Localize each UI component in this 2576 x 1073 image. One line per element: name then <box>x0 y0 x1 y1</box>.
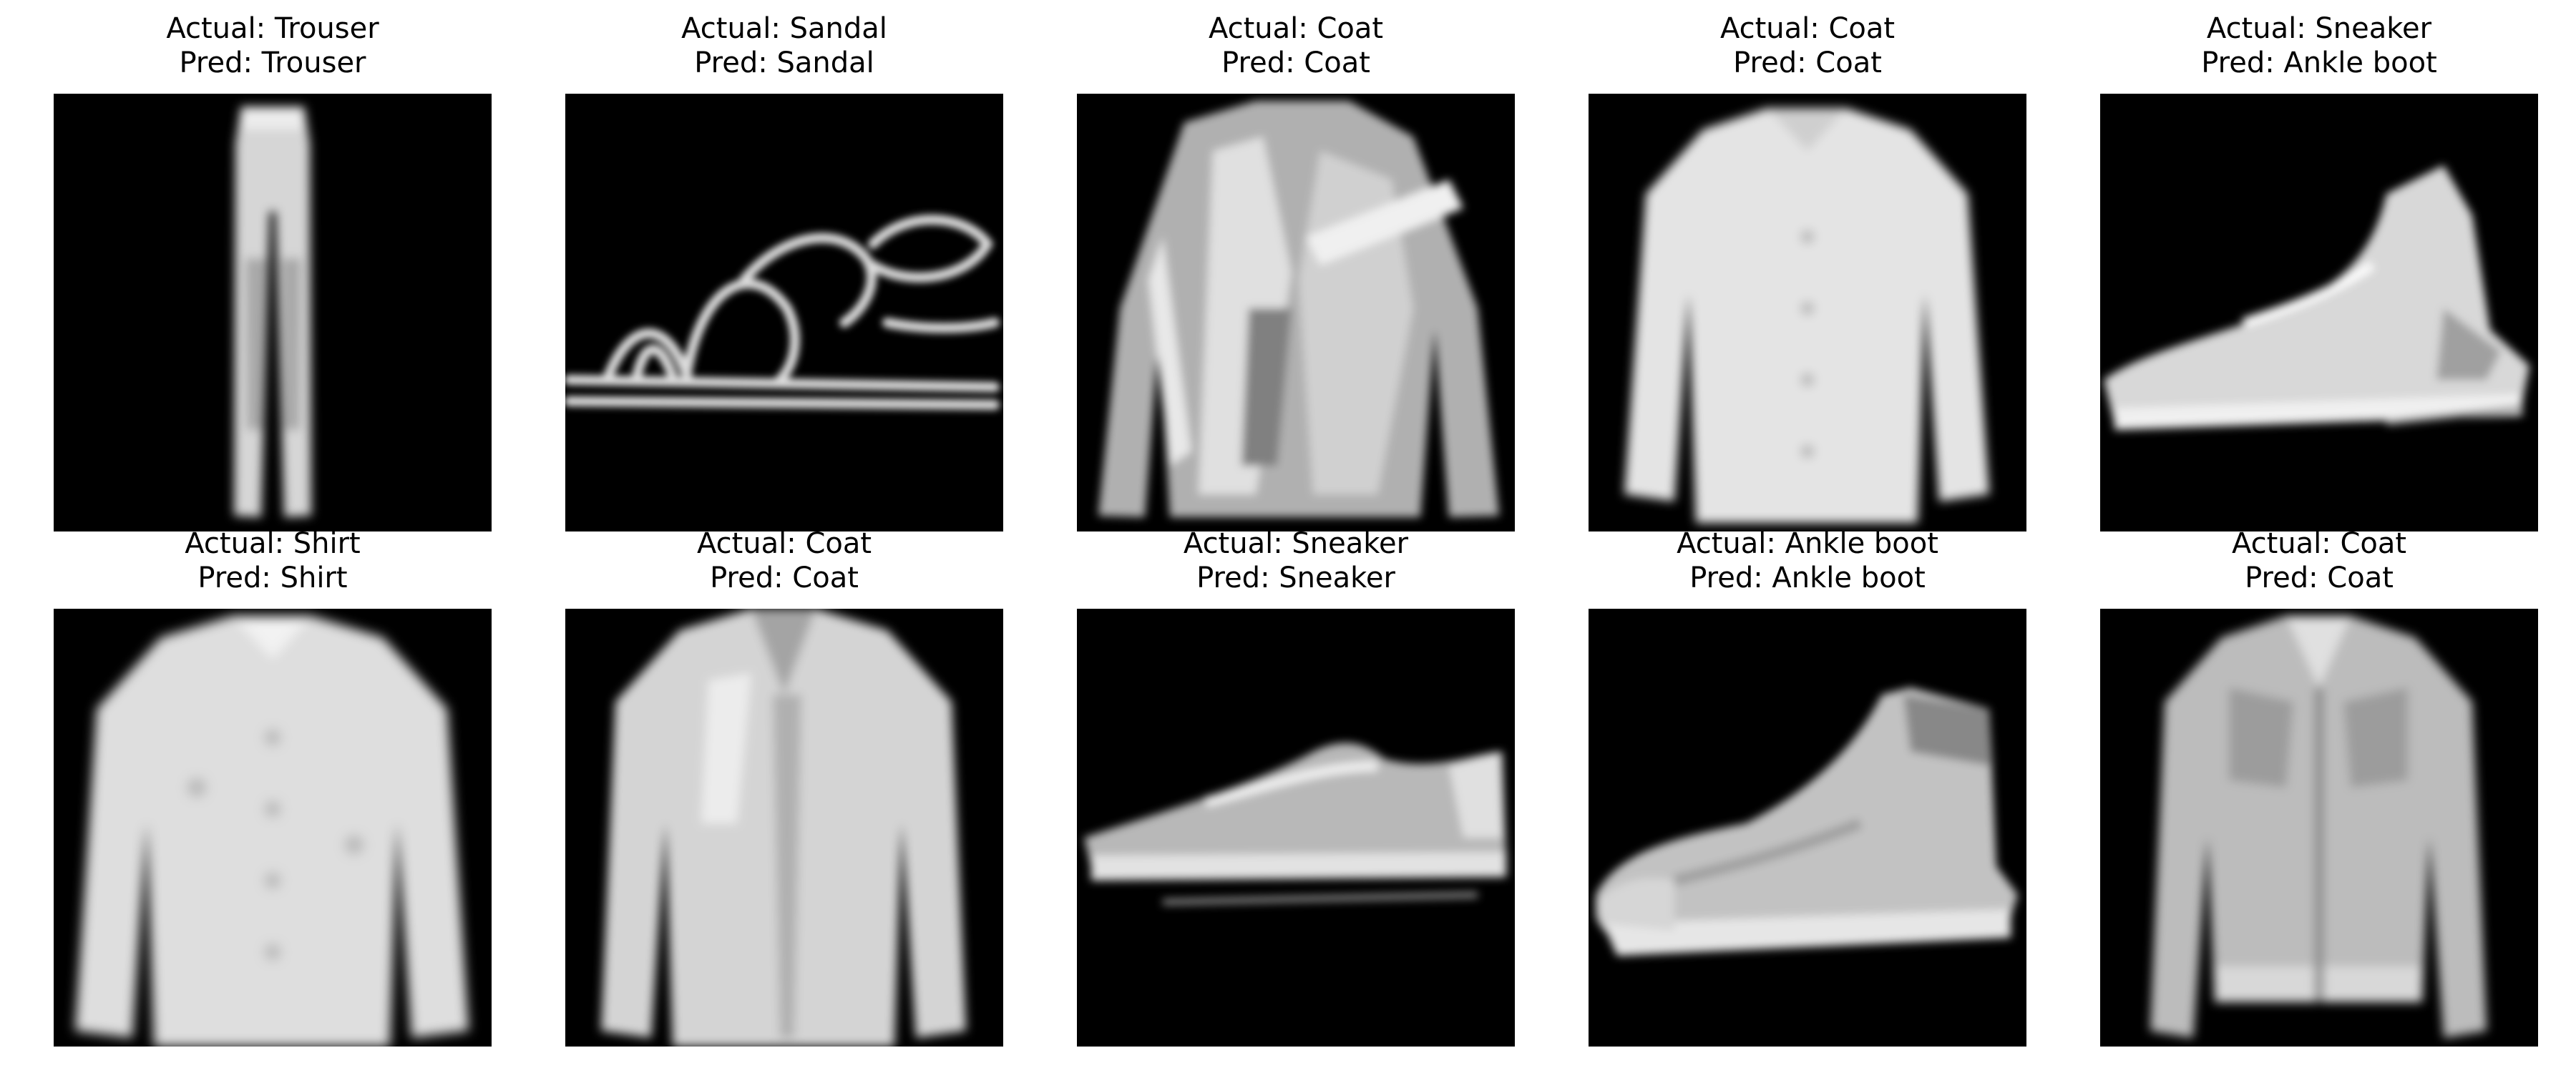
actual-label: Actual: Trouser <box>166 12 379 45</box>
ankle-boot-image <box>1589 609 2026 1047</box>
sandal-image <box>565 94 1003 531</box>
panel-title: Actual: Trouser Pred: Trouser <box>25 11 520 80</box>
coat-image <box>565 609 1003 1047</box>
actual-label: Actual: Coat <box>1208 12 1384 45</box>
panel-title: Actual: Shirt Pred: Shirt <box>25 526 520 595</box>
predicted-label: Pred: Ankle boot <box>2201 46 2437 79</box>
actual-label: Actual: Coat <box>2231 527 2407 560</box>
predicted-label: Pred: Coat <box>710 562 859 594</box>
actual-label: Actual: Sneaker <box>2206 12 2432 45</box>
trouser-image <box>54 94 492 531</box>
predicted-label: Pred: Trouser <box>179 46 366 79</box>
actual-label: Actual: Coat <box>696 527 872 560</box>
panel-title: Actual: Coat Pred: Coat <box>1048 11 1543 80</box>
predicted-label: Pred: Sandal <box>694 46 874 79</box>
predicted-label: Pred: Coat <box>1221 46 1370 79</box>
panel-title: Actual: Coat Pred: Coat <box>1560 11 2055 80</box>
predicted-label: Pred: Coat <box>1733 46 1882 79</box>
actual-label: Actual: Sandal <box>681 12 887 45</box>
panel-title: Actual: Ankle boot Pred: Ankle boot <box>1560 526 2055 595</box>
sneaker-image <box>2100 94 2538 531</box>
predicted-label: Pred: Ankle boot <box>1689 562 1926 594</box>
panel-title: Actual: Sandal Pred: Sandal <box>537 11 1032 80</box>
coat-image <box>1077 94 1515 531</box>
actual-label: Actual: Shirt <box>185 527 361 560</box>
panel-title: Actual: Coat Pred: Coat <box>2072 526 2567 595</box>
predicted-label: Pred: Coat <box>2245 562 2394 594</box>
panel-title: Actual: Sneaker Pred: Sneaker <box>1048 526 1543 595</box>
coat-image <box>2100 609 2538 1047</box>
actual-label: Actual: Coat <box>1719 12 1896 45</box>
actual-label: Actual: Ankle boot <box>1677 527 1938 560</box>
predicted-label: Pred: Sneaker <box>1196 562 1395 594</box>
coat-image <box>1589 94 2026 531</box>
panel-title: Actual: Coat Pred: Coat <box>537 526 1032 595</box>
predicted-label: Pred: Shirt <box>197 562 348 594</box>
sneaker-image <box>1077 609 1515 1047</box>
actual-label: Actual: Sneaker <box>1183 527 1409 560</box>
panel-title: Actual: Sneaker Pred: Ankle boot <box>2072 11 2567 80</box>
shirt-image <box>54 609 492 1047</box>
